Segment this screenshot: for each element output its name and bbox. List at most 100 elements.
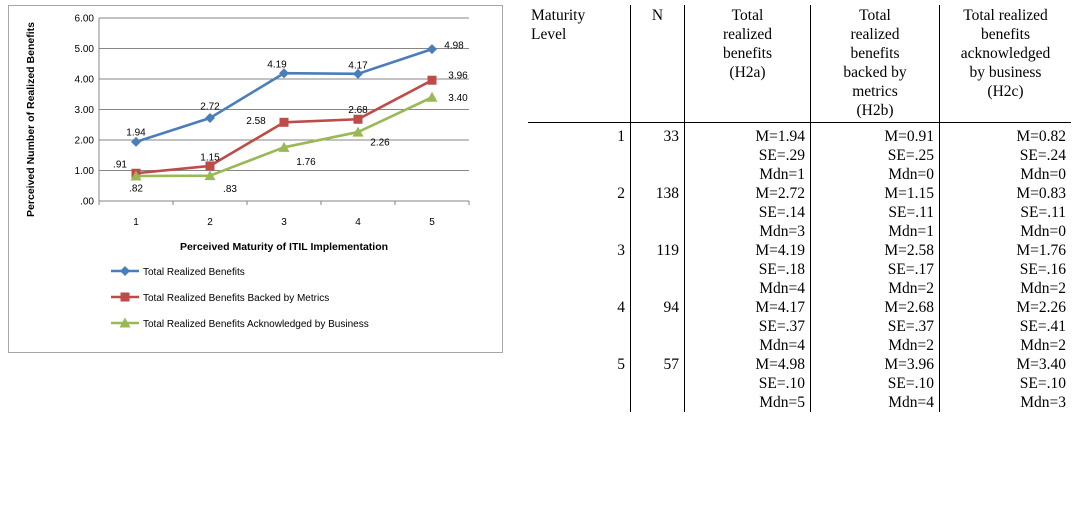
data-label: 2.72: [200, 102, 220, 113]
data-point: [131, 136, 141, 147]
table-cell: Mdn=4: [684, 336, 811, 355]
table-row: SE=.18 SE=.17 SE=.16: [528, 260, 1071, 279]
table-cell: SE=.41: [939, 317, 1071, 336]
data-label: 1.15: [200, 152, 220, 163]
y-tick-label: 1.00: [75, 166, 95, 177]
header-text-line: backed by: [843, 64, 907, 81]
table-body: 1 33 M=1.94 M=0.91 M=0.82 SE=.29 SE=.25 SE=.24 M…: [528, 122, 1071, 412]
data-label: 3.96: [448, 71, 468, 82]
legend-marker: [120, 266, 130, 276]
table-cell: SE=.17: [810, 260, 940, 279]
data-point: [426, 91, 438, 102]
table-header-row: Maturity Level N Total realized benefits (H2a)…: [528, 5, 1071, 123]
table-cell: SE=.24: [939, 146, 1071, 165]
table-cell: SE=.37: [684, 317, 811, 336]
header-text-line: Level: [531, 26, 567, 43]
table-cell: SE=.10: [810, 374, 940, 393]
data-point: [353, 68, 363, 79]
table-cell: M=1.94: [684, 122, 811, 146]
table-cell: M=2.72: [684, 184, 811, 203]
table-cell: M=2.58: [810, 241, 940, 260]
table-row: 2 138 M=2.72 M=1.15 M=0.83: [528, 184, 1071, 203]
stats-table: Maturity Level N Total realized benefits (H2a)…: [528, 5, 1071, 412]
table-cell: 2: [617, 185, 625, 202]
table-cell: Mdn=1: [684, 165, 811, 184]
header-text-line: realized: [722, 26, 773, 43]
y-tick-label: .00: [80, 197, 94, 208]
table-cell: 119: [630, 241, 685, 260]
table-cell: M=0.91: [810, 122, 940, 146]
table-row: SE=.10 SE=.10 SE=.10: [528, 374, 1071, 393]
table-cell: [528, 317, 631, 336]
table-row: SE=.37 SE=.37 SE=.41: [528, 317, 1071, 336]
table-header-cell: N: [630, 5, 685, 123]
y-axis-label: Perceived Number of Realized Benefits: [25, 22, 37, 217]
table-cell: SE=.14: [684, 203, 811, 222]
table-row: Mdn=1 Mdn=0 Mdn=0: [528, 165, 1071, 184]
data-point: [130, 170, 142, 181]
data-point: [205, 113, 215, 124]
table-cell: [630, 165, 685, 184]
table-cell: Mdn=3: [939, 393, 1071, 412]
table-cell: Mdn=4: [684, 279, 811, 298]
table-cell: M=0.82: [939, 122, 1071, 146]
table-header-cell: Maturity Level: [528, 5, 631, 123]
header-text-line: by business: [969, 64, 1042, 81]
table-cell: [630, 222, 685, 241]
table-cell: M=2.68: [810, 298, 940, 317]
table-cell: [528, 165, 631, 184]
table-cell: SE=.18: [684, 260, 811, 279]
y-tick-label: 5.00: [75, 44, 95, 55]
header-text-line: Total realized: [963, 7, 1048, 24]
table-cell: 4: [617, 299, 625, 316]
header-text-line: benefits: [980, 26, 1031, 43]
header-text-line: acknowledged: [960, 45, 1051, 62]
table-row: Mdn=4 Mdn=2 Mdn=2: [528, 279, 1071, 298]
x-axis-label: Perceived Maturity of ITIL Implementatio…: [180, 241, 388, 253]
x-tick-label: 2: [207, 217, 213, 228]
table-cell: Mdn=2: [810, 336, 940, 355]
table-cell: Mdn=2: [939, 336, 1071, 355]
data-label: 2.26: [370, 138, 390, 149]
table-cell: 1: [617, 128, 625, 145]
header-text-line: metrics: [852, 83, 898, 100]
table-cell: [630, 146, 685, 165]
table-cell: [528, 222, 631, 241]
table-cell: M=4.19: [684, 241, 811, 260]
x-tick-label: 5: [429, 217, 435, 228]
table-cell: M=0.83: [939, 184, 1071, 203]
table-cell: M=1.15: [810, 184, 940, 203]
data-point: [427, 75, 437, 85]
data-point: [204, 170, 216, 181]
table-cell: M=4.98: [684, 355, 811, 374]
header-text-line: (H2a): [729, 64, 766, 81]
table-header-cell: Total realized benefits backed by metrics (H2…: [810, 5, 940, 123]
legend-label: Total Realized Benefits: [143, 267, 245, 278]
table-cell: Mdn=0: [810, 165, 940, 184]
table-row: 3 119 M=4.19 M=2.58 M=1.76: [528, 241, 1071, 260]
header-text-line: benefits: [722, 45, 773, 62]
data-point: [427, 44, 437, 55]
table-cell: Mdn=0: [939, 222, 1071, 241]
data-label: .83: [223, 184, 237, 195]
table-cell: 138: [630, 184, 685, 203]
data-point: [278, 141, 290, 152]
legend-label: Total Realized Benefits Acknowledged by …: [143, 319, 369, 330]
data-point: [353, 114, 363, 124]
table-cell: 5: [617, 356, 625, 373]
header-text-line: (H2c): [987, 83, 1024, 100]
data-label: 4.19: [267, 60, 287, 71]
table-cell: Mdn=3: [684, 222, 811, 241]
legend-marker: [119, 317, 131, 328]
legend-marker: [120, 292, 130, 302]
data-label: 3.40: [448, 93, 468, 104]
table-cell: SE=.37: [810, 317, 940, 336]
data-label: 2.58: [246, 116, 266, 127]
table-cell: [630, 317, 685, 336]
table-cell: Mdn=2: [810, 279, 940, 298]
table-cell: 33: [630, 122, 685, 146]
table-row: 1 33 M=1.94 M=0.91 M=0.82: [528, 122, 1071, 146]
table-cell: [630, 260, 685, 279]
table-row: 4 94 M=4.17 M=2.68 M=2.26: [528, 298, 1071, 317]
data-label: .82: [129, 183, 143, 194]
